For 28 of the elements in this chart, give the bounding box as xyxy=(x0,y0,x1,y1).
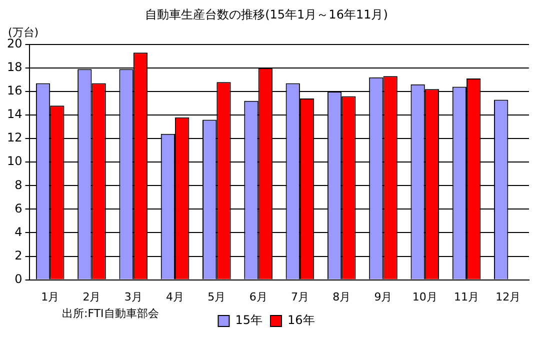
y-tick-label: 20 xyxy=(6,36,22,51)
x-tick-label: 9月 xyxy=(374,290,392,304)
y-tick-label: 2 xyxy=(14,248,22,262)
legend-label: 16年 xyxy=(288,313,315,328)
y-tick-label: 14 xyxy=(6,107,22,122)
x-tick-label: 7月 xyxy=(290,290,309,304)
y-tick-label: 0 xyxy=(14,272,22,286)
y-tick-label: 12 xyxy=(6,130,22,145)
y-tick-label: 18 xyxy=(6,60,22,74)
x-tick-label: 8月 xyxy=(332,290,351,304)
x-tick-label: 3月 xyxy=(124,290,142,304)
y-tick-label: 6 xyxy=(14,201,22,216)
chart-title: 自動車生産台数の推移(15年1月～16年11月) xyxy=(145,7,388,22)
x-tick-label: 6月 xyxy=(249,290,268,304)
x-tick-label: 11月 xyxy=(454,290,480,304)
x-tick-label: 1月 xyxy=(41,290,60,304)
y-tick-label: 8 xyxy=(14,178,22,192)
x-tick-label: 10月 xyxy=(412,290,438,304)
text: 出所:FTI自動車部会 xyxy=(62,306,159,321)
x-tick-label: 2月 xyxy=(82,290,101,304)
x-tick-label: 12月 xyxy=(496,290,521,304)
y-axis-title: (万台) xyxy=(8,26,39,39)
x-tick-label: 5月 xyxy=(208,290,226,304)
legend-label: 15年 xyxy=(235,313,263,328)
x-tick-label: 4月 xyxy=(166,290,184,304)
y-tick-label: 10 xyxy=(6,154,22,168)
y-tick-label: 4 xyxy=(14,224,22,239)
y-tick-label: 16 xyxy=(6,84,22,98)
